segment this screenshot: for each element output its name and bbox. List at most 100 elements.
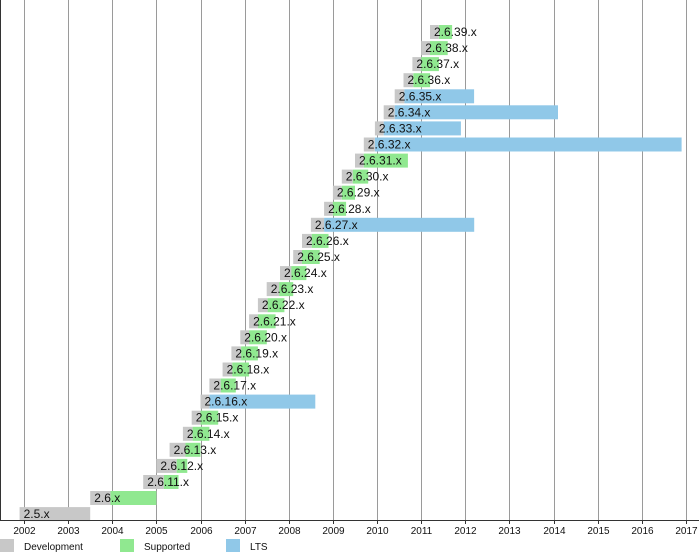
- bar-2-6-19-supported: [241, 346, 258, 361]
- x-tick-label-2005: 2005: [145, 526, 168, 537]
- bar-label-2-6-27: 2.6.27.x: [315, 218, 358, 232]
- x-tick-label-2007: 2007: [234, 526, 257, 537]
- bar-2-6-24-supported: [291, 266, 307, 281]
- bar-label-2-6-24: 2.6.24.x: [284, 266, 327, 280]
- x-tick-label-2011: 2011: [411, 526, 433, 537]
- bar-2-6-21-supported: [257, 314, 276, 329]
- bar-2-6-20-development: [240, 330, 250, 345]
- x-tick-label-2010: 2010: [366, 526, 389, 537]
- bar-2-6-36-supported: [413, 73, 431, 88]
- bar-2-6-11-development: [143, 475, 164, 489]
- bar-2-6-21-development: [249, 314, 258, 329]
- bar-2-6-19-development: [231, 346, 242, 361]
- bar-2-6-32-lts: [374, 137, 682, 152]
- bar-2-6-13-development: [169, 442, 186, 457]
- bar-label-2-6-33: 2.6.33.x: [379, 121, 422, 135]
- bar-2-6-29-supported: [341, 185, 355, 200]
- bar-2-6-development: [90, 491, 111, 505]
- bar-2-6-31-supported: [363, 153, 408, 168]
- bar-2-6-35-lts: [404, 89, 475, 104]
- bar-2-6-25-development: [293, 250, 302, 264]
- bar-2-6-14-supported: [192, 426, 210, 441]
- legend-swatch-dev: [0, 539, 14, 552]
- bar-label-2-6-14: 2.6.14.x: [187, 427, 230, 441]
- bar-label-2-6-34: 2.6.34.x: [388, 105, 431, 119]
- bar-label-2-6-16: 2.6.16.x: [205, 395, 248, 409]
- bar-label-2-6-20: 2.6.20.x: [244, 330, 287, 344]
- bar-label-2-6-12: 2.6.12.x: [160, 459, 203, 473]
- x-tick-label-2009: 2009: [322, 526, 345, 537]
- bar-2-6-33-lts: [383, 121, 461, 136]
- bar-2-5-development: [19, 507, 91, 522]
- bar-2-6-23-supported: [279, 282, 294, 297]
- bar-2-6-17-development: [209, 378, 221, 393]
- bar-2-6-30-development: [341, 169, 353, 184]
- x-tick-label-2006: 2006: [190, 526, 213, 537]
- bar-2-6-26-development: [302, 233, 312, 248]
- bar-label-2-6-36: 2.6.36.x: [408, 73, 451, 87]
- bar-2-6-18-supported: [232, 362, 250, 377]
- legend-label-sup: Supported: [144, 542, 190, 552]
- bar-2-6-34-lts: [394, 105, 558, 120]
- legend-swatch-sup: [120, 539, 134, 552]
- bar-label-2-6-38: 2.6.38.x: [425, 41, 468, 55]
- bar-2-6-16-development: [200, 394, 210, 409]
- bar-label-2-6-28: 2.6.28.x: [328, 202, 371, 216]
- x-tick-label-2017: 2017: [675, 526, 698, 537]
- x-tick-label-2008: 2008: [278, 526, 301, 537]
- bars-layer: [19, 25, 682, 522]
- bar-label-2-6-23: 2.6.23.x: [271, 282, 314, 296]
- bar-label-2-6-11: 2.6.11.x: [147, 475, 189, 489]
- bar-label-2-6: 2.6.x: [94, 491, 120, 505]
- bar-2-6-22-supported: [267, 298, 285, 313]
- bar-2-6-27-development: [310, 217, 325, 232]
- bar-2-6-26-supported: [311, 233, 329, 248]
- x-tick-label-2002: 2002: [13, 526, 36, 537]
- legend-swatch-lts: [226, 539, 240, 552]
- x-tick-label-2004: 2004: [101, 526, 124, 537]
- bar-labels-layer: 2.5.x 2.6.x 2.6.11.x 2.6.12.x 2.6.13.x 2.6.14…: [24, 25, 477, 521]
- bar-2-6-33-development: [374, 121, 384, 136]
- legend-label-lts: LTS: [250, 542, 268, 552]
- bar-2-6-35-development: [394, 89, 405, 104]
- bar-label-2-6-15: 2.6.15.x: [196, 411, 239, 425]
- bar-label-2-6-37: 2.6.37.x: [416, 57, 459, 71]
- bar-2-6-12-development: [156, 458, 177, 473]
- bar-label-2-6-22: 2.6.22.x: [262, 298, 305, 312]
- bar-2-6-36-development: [403, 73, 414, 88]
- x-tick-label-2015: 2015: [587, 526, 610, 537]
- bar-2-6-22-development: [257, 298, 268, 313]
- bar-2-6-13-supported: [185, 442, 201, 457]
- bar-label-2-6-19: 2.6.19.x: [235, 346, 278, 360]
- x-tick-label-2012: 2012: [454, 526, 477, 537]
- grid-layer: [0, 0, 687, 520]
- bar-label-2-6-35: 2.6.35.x: [399, 89, 442, 103]
- legend: Development Supported LTS: [0, 539, 268, 552]
- bar-label-2-6-30: 2.6.30.x: [346, 170, 389, 184]
- bar-2-6-31-development: [355, 153, 364, 168]
- x-tick-label-2014: 2014: [543, 526, 566, 537]
- x-tick-label-2013: 2013: [498, 526, 521, 537]
- bar-label-2-6-29: 2.6.29.x: [337, 186, 380, 200]
- bar-2-6-17-supported: [220, 378, 236, 393]
- bar-2-6-39-development: [430, 25, 439, 39]
- bar-2-6-29-development: [332, 185, 342, 200]
- bar-label-2-6-32: 2.6.32.x: [368, 138, 411, 152]
- x-tick-label-2003: 2003: [57, 526, 80, 537]
- bar-label-2-6-17: 2.6.17.x: [213, 379, 256, 393]
- legend-label-dev: Development: [24, 542, 83, 552]
- bar-2-6-24-development: [280, 266, 292, 281]
- bar-2-6-23-development: [266, 282, 280, 297]
- bar-2-6-15-development: [191, 410, 201, 425]
- bar-label-2-6-13: 2.6.13.x: [174, 443, 217, 457]
- bar-2-6-38-supported: [430, 41, 448, 56]
- bar-2-6-14-development: [182, 426, 193, 441]
- bar-label-2-6-39: 2.6.39.x: [434, 25, 477, 39]
- bar-2-6-20-supported: [249, 330, 267, 345]
- bar-2-6-25-supported: [302, 250, 320, 264]
- bar-2-6-supported: [110, 491, 157, 505]
- bar-2-6-16-lts: [209, 394, 316, 409]
- bar-2-6-37-supported: [421, 57, 439, 72]
- bar-label-2-6-31: 2.6.31.x: [359, 154, 402, 168]
